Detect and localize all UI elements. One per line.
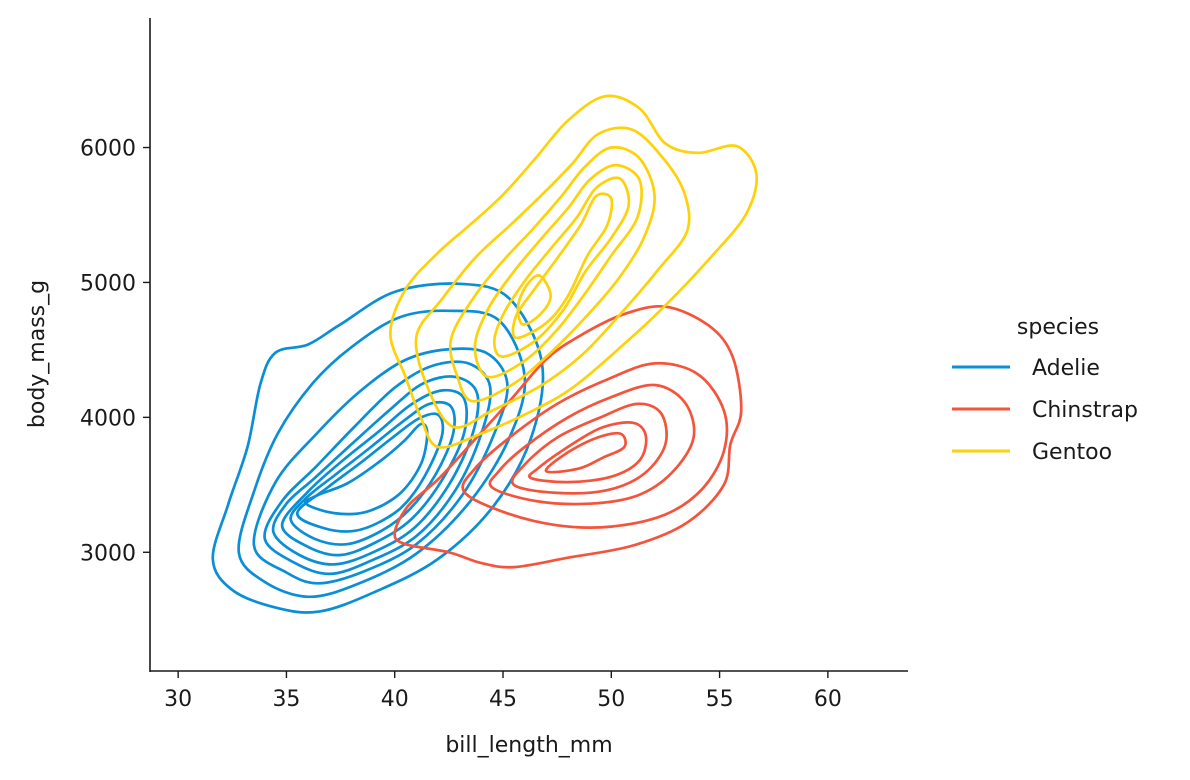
chinstrap-contour-3 — [488, 383, 696, 506]
legend-entries: Adelie Chinstrap Gentoo — [952, 356, 1138, 465]
gentoo-contour-5 — [492, 176, 631, 358]
adelie-contour-2 — [237, 309, 527, 599]
series-chinstrap — [393, 304, 743, 569]
x-axis-label: bill_length_mm — [445, 733, 612, 758]
adelie-contour-7 — [289, 400, 457, 546]
legend-label-adelie: Adelie — [1032, 356, 1100, 381]
y-ticks: 3000 4000 5000 6000 — [80, 137, 150, 566]
y-axis-label: body_mass_g — [25, 280, 50, 428]
x-tick-label: 50 — [597, 687, 625, 712]
adelie-contour-8 — [295, 412, 445, 533]
gentoo-contour-3 — [448, 145, 656, 403]
x-tick-label: 45 — [489, 687, 517, 712]
y-tick-label: 3000 — [80, 541, 136, 566]
x-tick-label: 40 — [381, 687, 409, 712]
y-tick-label: 6000 — [80, 137, 136, 162]
gentoo-contour-6 — [511, 192, 614, 340]
y-tick-label: 5000 — [80, 271, 136, 296]
adelie-contour-3 — [252, 347, 509, 585]
legend: species Adelie Chinstrap Gentoo — [952, 315, 1138, 465]
adelie-contour-4 — [263, 360, 492, 576]
series-adelie — [211, 282, 545, 614]
legend-label-gentoo: Gentoo — [1032, 440, 1112, 465]
adelie-contour-5 — [271, 375, 480, 566]
adelie-contour-9 — [303, 422, 429, 516]
adelie-contour-6 — [280, 388, 469, 557]
legend-title: species — [1017, 315, 1099, 340]
gentoo-contour-2 — [414, 126, 691, 429]
y-tick-label: 4000 — [80, 406, 136, 431]
x-tick-label: 55 — [706, 687, 734, 712]
x-ticks: 30 35 40 45 50 55 60 — [164, 671, 842, 712]
chinstrap-contour-1 — [393, 304, 743, 569]
chinstrap-contour-4 — [510, 402, 668, 495]
x-tick-label: 60 — [814, 687, 842, 712]
chinstrap-contour-2 — [461, 361, 729, 529]
chinstrap-contour-6 — [544, 431, 627, 474]
series-gentoo — [389, 94, 759, 449]
legend-label-chinstrap: Chinstrap — [1032, 398, 1138, 423]
gentoo-contour-1 — [389, 94, 759, 449]
gentoo-contour-7 — [516, 274, 553, 326]
x-tick-label: 30 — [164, 687, 192, 712]
x-tick-label: 35 — [272, 687, 300, 712]
gentoo-contour-4 — [473, 163, 643, 379]
chinstrap-contour-5 — [527, 421, 648, 484]
contour-layer — [211, 94, 759, 614]
